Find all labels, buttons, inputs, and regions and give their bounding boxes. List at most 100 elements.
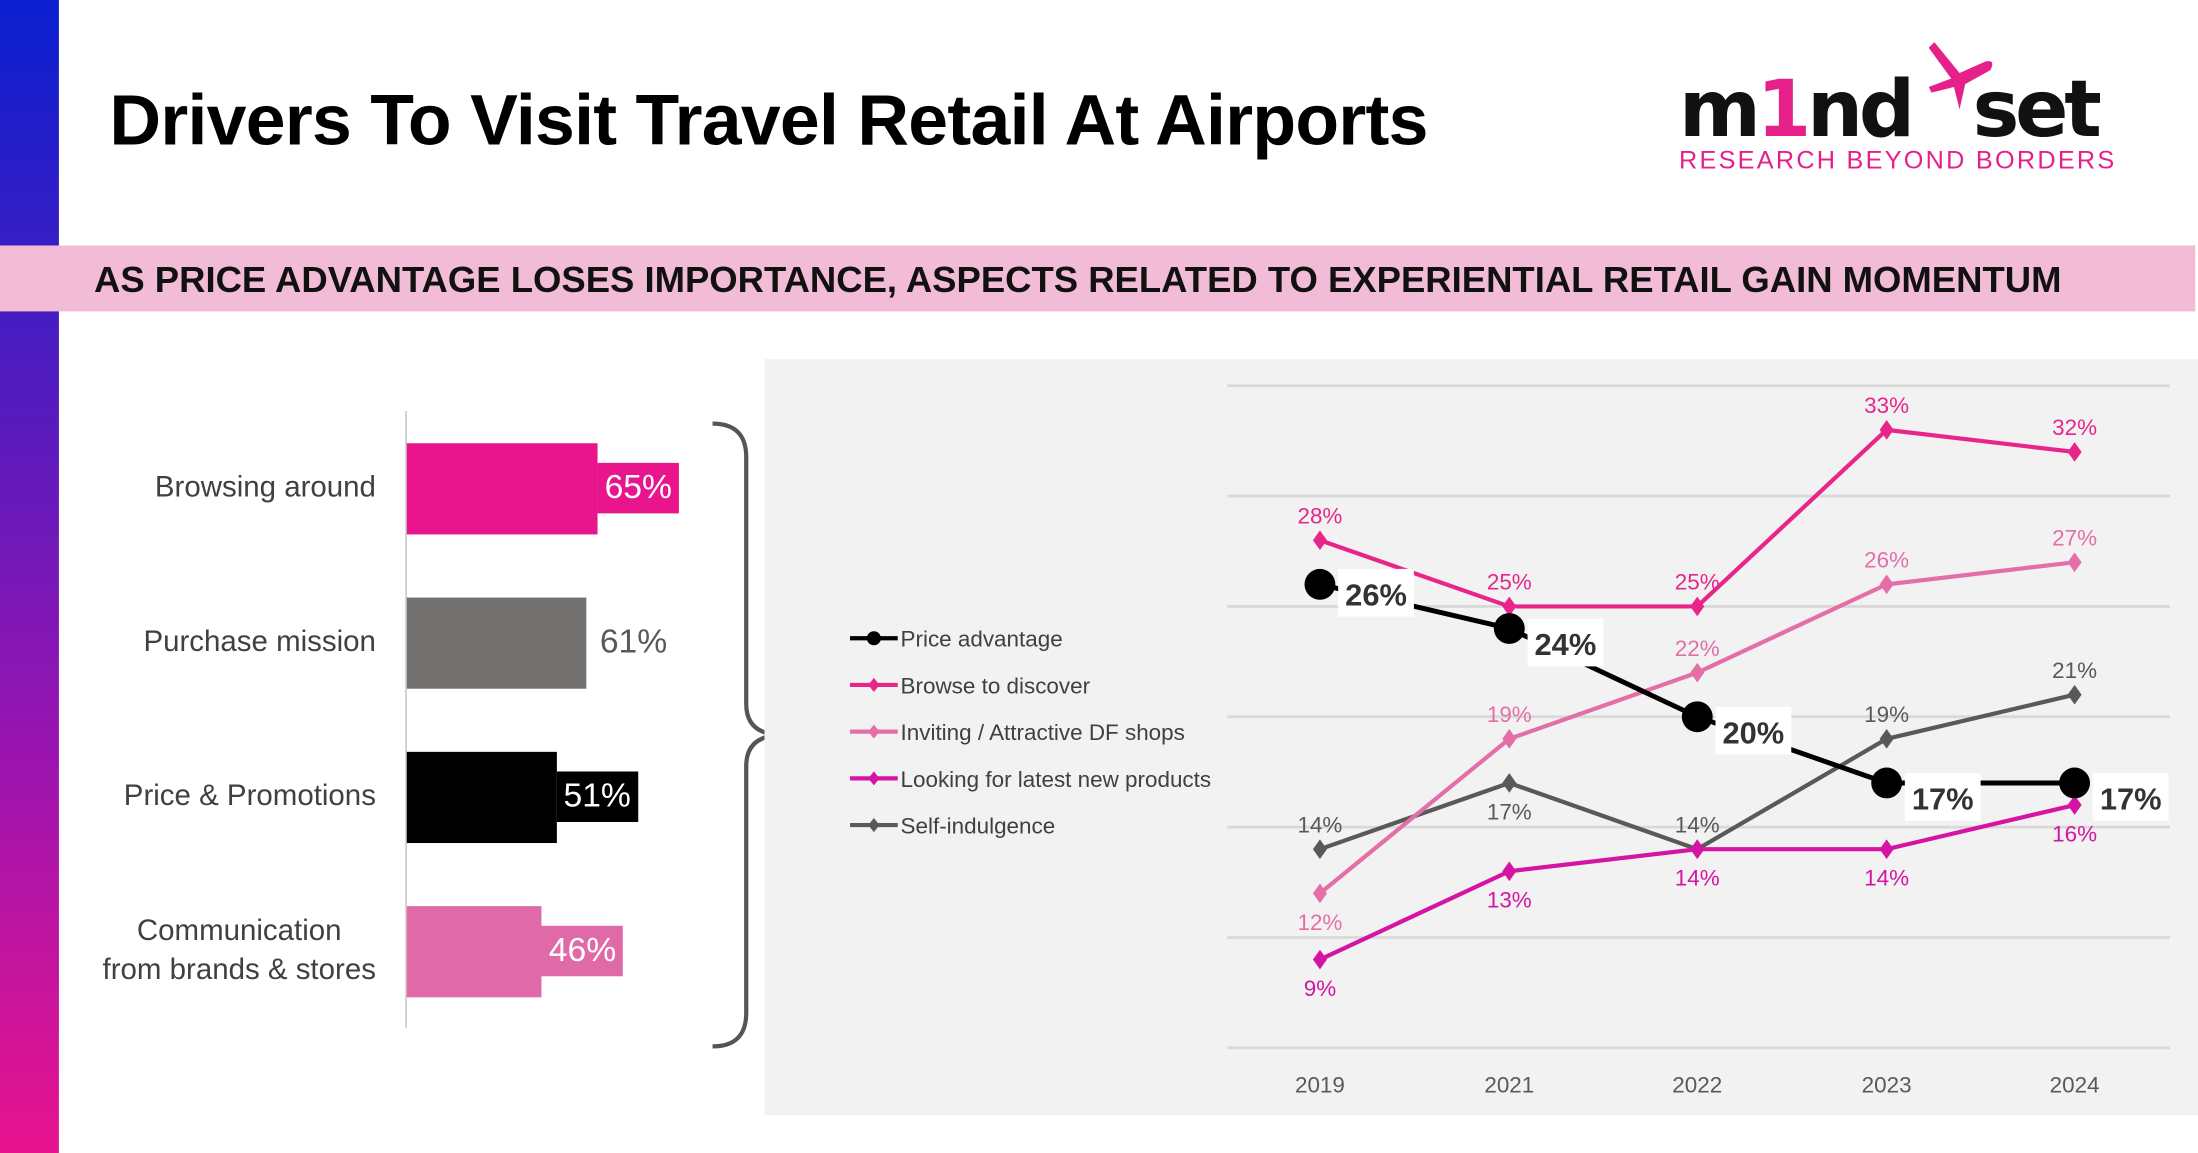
legend-label: Inviting / Attractive DF shops: [901, 720, 1185, 745]
data-point: [1502, 596, 1517, 617]
data-label: 14%: [1675, 812, 1720, 837]
logo-m: m: [1679, 64, 1761, 156]
bar-category-label: Purchase mission: [143, 623, 375, 662]
data-point: [1690, 596, 1705, 617]
legend-label: Looking for latest new products: [901, 767, 1212, 792]
data-point: [2067, 552, 2082, 573]
legend-label: Browse to discover: [901, 673, 1091, 698]
logo-nd: nd: [1807, 64, 1915, 156]
x-tick-label: 2019: [1295, 1073, 1345, 1098]
data-label: 27%: [2052, 525, 2097, 550]
data-point: [1879, 574, 1894, 595]
logo-wordmark: m1nd set: [1679, 42, 2102, 156]
legend-marker-icon: [868, 677, 880, 692]
bar-axis-line: [405, 410, 407, 1029]
bar: [406, 597, 586, 689]
legend-marker-icon: [868, 818, 880, 833]
bar-value-label: 61%: [599, 622, 668, 661]
data-point: [1690, 662, 1705, 683]
bar-category-label: Communication from brands & stores: [103, 912, 376, 991]
data-label: 12%: [1297, 910, 1342, 935]
data-point: [2067, 442, 2082, 462]
data-label: 16%: [2052, 822, 2097, 847]
data-label-box: [1904, 773, 1981, 821]
bar: [406, 751, 557, 844]
x-tick-label: 2021: [1484, 1073, 1534, 1098]
data-point: [1312, 839, 1327, 860]
bar-category-label: Browsing around: [155, 469, 376, 508]
mindset-logo: m1nd set RESEARCH BEYOND BORDERS: [1676, 39, 2114, 179]
data-label-box: [2092, 773, 2169, 821]
data-point: [1502, 861, 1517, 882]
legend-label: Self-indulgence: [901, 813, 1056, 838]
data-label: 19%: [1487, 702, 1532, 727]
legend-marker-icon: [866, 631, 881, 646]
subtitle-band: AS PRICE ADVANTAGE LOSES IMPORTANCE, ASP…: [0, 245, 2196, 312]
logo-set: set: [1972, 64, 2102, 156]
data-label: 14%: [1864, 866, 1909, 891]
data-label: 22%: [1675, 636, 1720, 661]
data-point: [1879, 839, 1894, 860]
bar-category-line: from brands & stores: [102, 953, 376, 987]
data-label-box: [1338, 568, 1414, 617]
data-point: [1879, 420, 1894, 440]
bar-value-label: 46%: [541, 925, 624, 977]
data-label: 9%: [1304, 976, 1336, 1001]
bar-value-label: 51%: [556, 771, 638, 822]
data-label: 17%: [1487, 799, 1532, 824]
data-label: 28%: [1297, 503, 1342, 528]
data-point: [1304, 568, 1336, 600]
data-label: 14%: [1297, 812, 1342, 837]
legend-label: Price advantage: [901, 627, 1063, 652]
data-label: 17%: [1912, 782, 1974, 817]
x-tick-label: 2022: [1672, 1073, 1722, 1098]
data-point: [1690, 839, 1705, 860]
logo-one: 1: [1756, 64, 1812, 156]
data-point: [1312, 530, 1327, 551]
x-tick-label: 2023: [1862, 1073, 1912, 1098]
data-point: [1871, 767, 1903, 799]
gradient-sidebar: [0, 0, 59, 1153]
data-label: 19%: [1864, 702, 1909, 727]
legend-marker-icon: [868, 771, 880, 786]
bar-category-line: Purchase mission: [143, 625, 376, 658]
data-label-box: [1527, 618, 1604, 667]
data-label: 26%: [1864, 548, 1909, 573]
bar: [406, 906, 542, 998]
data-label: 25%: [1675, 570, 1720, 595]
bar-category-line: Communication: [136, 914, 342, 947]
data-label: 24%: [1535, 627, 1597, 662]
data-point: [1879, 729, 1894, 749]
legend-marker-icon: [868, 724, 880, 739]
data-label: 17%: [2100, 782, 2162, 817]
data-point: [1502, 773, 1517, 793]
bar-category-line: Price & Promotions: [123, 779, 376, 813]
data-point: [1493, 613, 1525, 644]
data-point: [1312, 883, 1327, 904]
data-label: 13%: [1487, 888, 1532, 913]
logo-tagline: RESEARCH BEYOND BORDERS: [1679, 145, 2117, 174]
data-point: [1312, 949, 1327, 970]
data-label: 33%: [1864, 393, 1909, 418]
subtitle-text: AS PRICE ADVANTAGE LOSES IMPORTANCE, ASP…: [93, 258, 2062, 301]
data-label: 26%: [1345, 577, 1407, 612]
data-label: 14%: [1675, 866, 1720, 891]
page-title: Drivers To Visit Travel Retail At Airpor…: [109, 79, 1428, 160]
data-label-box: [1715, 706, 1792, 755]
line-chart-panel: [764, 359, 2198, 1116]
data-label: 21%: [2052, 658, 2097, 683]
data-label: 20%: [1723, 715, 1785, 750]
data-point: [2059, 767, 2091, 799]
bar: [406, 443, 598, 535]
data-label: 25%: [1487, 570, 1532, 595]
bar-category-label: Price & Promotions: [124, 777, 376, 816]
data-point: [2067, 684, 2082, 705]
x-tick-label: 2024: [2050, 1073, 2100, 1098]
data-label: 32%: [2052, 415, 2097, 440]
bar-value-label: 65%: [597, 462, 679, 514]
data-point: [1681, 701, 1713, 733]
data-point: [1502, 729, 1517, 749]
bar-category-line: Browsing around: [154, 471, 376, 504]
